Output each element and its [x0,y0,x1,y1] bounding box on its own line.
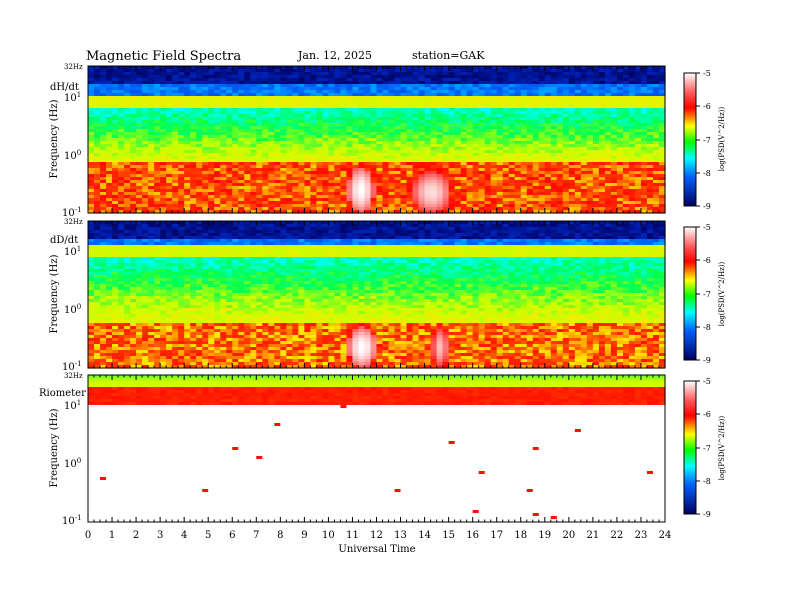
y-tick-dhdt-1: 101 [64,91,81,104]
y-top-label-dhdt: 32Hz [64,63,83,71]
panel-dddt: 32Hz dD/dt 101 100 10-1 Frequency (Hz) -… [49,218,726,373]
colorbar-ticks-dhdt: -5 -6 -7 -8 -9 [696,69,711,211]
panel-label-dhdt: dH/dt [50,82,79,93]
spectrogram-dhdt [88,66,666,214]
figure-title: Magnetic Field Spectra [86,49,241,64]
figure-date: Jan. 12, 2025 [297,49,372,62]
figure-station: station=GAK [412,49,485,62]
panel-dhdt: 32Hz dH/dt 101 100 10-1 Frequency (Hz) -… [49,63,726,219]
colorbar-label-dhdt: log(PSD(V^2/Hz)) [718,106,726,171]
cb-tick-dhdt-6: -6 [703,102,711,111]
y-ticks-dhdt: 101 100 10-1 [62,91,82,219]
cb-tick-dhdt-5: -5 [703,69,711,78]
cb-tick-dhdt-8: -8 [703,169,711,178]
spectrogram-dddt [88,221,666,369]
y-tick-dhdt-0: 100 [64,149,81,162]
y-axis-label-dhdt: Frequency (Hz) [49,99,60,178]
cb-tick-dhdt-7: -7 [703,136,711,145]
cb-tick-dhdt-9: -9 [703,202,711,211]
colorbar-dhdt [684,73,696,206]
